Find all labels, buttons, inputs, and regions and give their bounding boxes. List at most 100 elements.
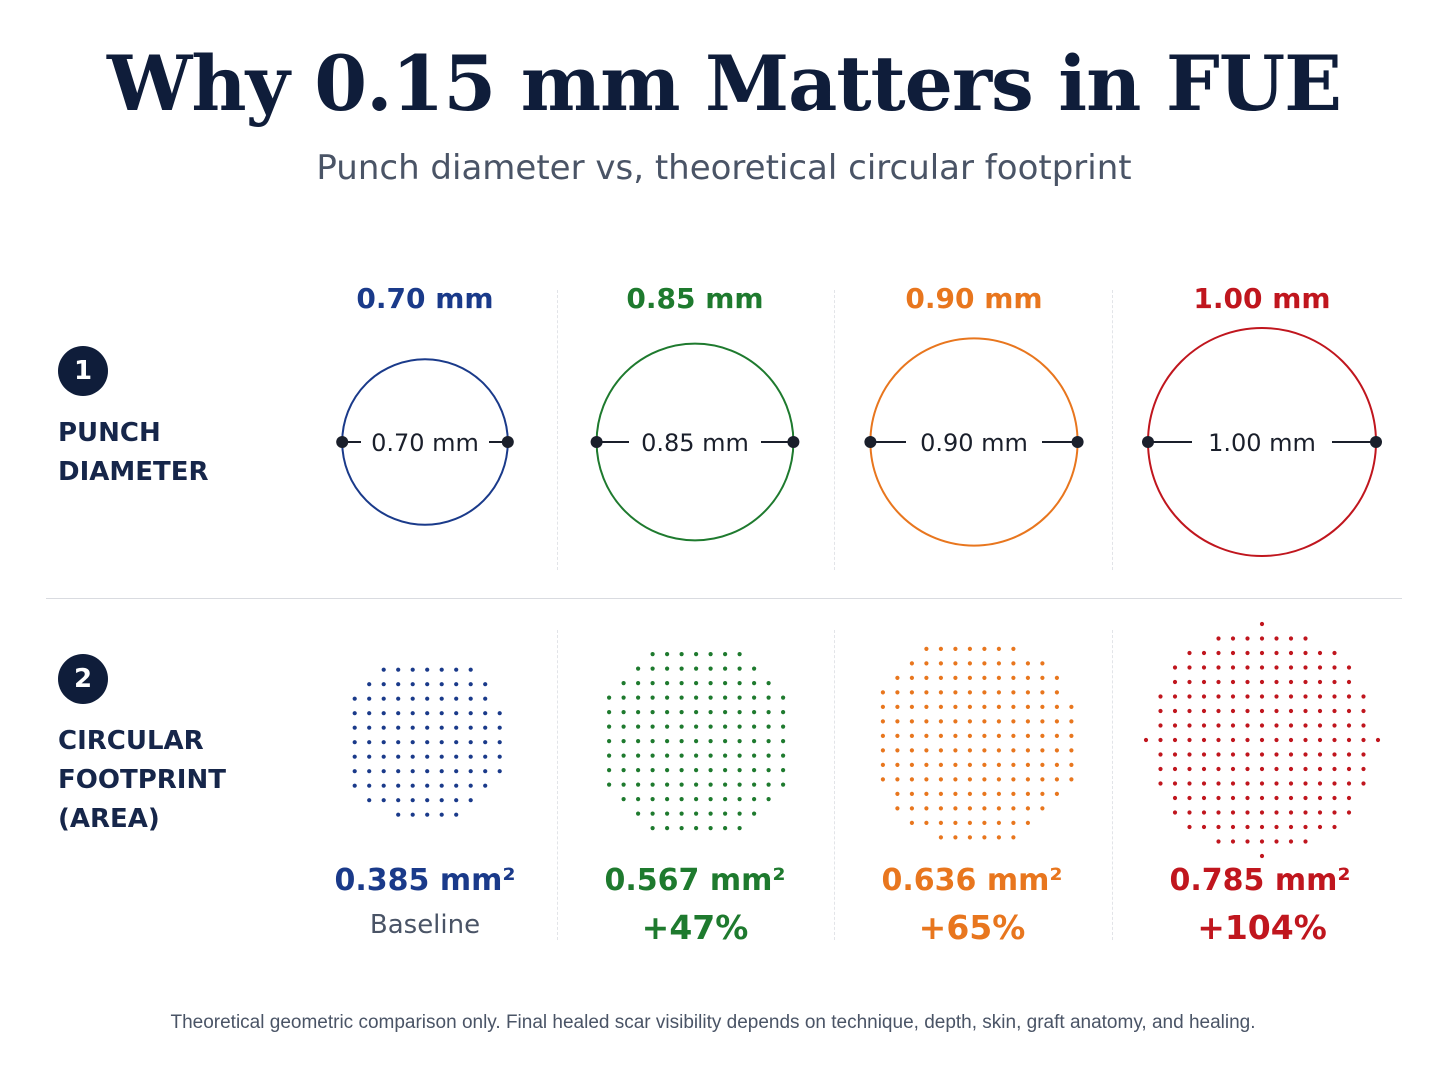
footprint-dot (381, 798, 386, 803)
footprint-dot (1288, 723, 1294, 728)
footprint-dot (924, 777, 929, 782)
footprint-dot (1346, 737, 1352, 743)
footprint-dot (967, 704, 973, 710)
footprint-dot (1274, 665, 1279, 670)
footprint-dot (468, 783, 473, 788)
footprint-dot (367, 754, 372, 759)
footprint-dot (1143, 737, 1149, 743)
footprint-dot (679, 681, 684, 686)
row-title-line: FOOTPRINT (58, 765, 226, 795)
footprint-dot (924, 661, 929, 666)
footprint-dot (766, 753, 771, 758)
footprint-dot (483, 769, 488, 774)
footprint-dot (636, 695, 641, 700)
footprint-dot (982, 762, 987, 768)
footprint-dot (924, 733, 929, 739)
footprint-dot (1187, 737, 1192, 743)
footprint-dot (723, 739, 728, 744)
footprint-dot (439, 798, 444, 803)
footprint-dot (367, 783, 372, 788)
footprint-dot (938, 661, 944, 666)
footprint-dot (650, 652, 655, 657)
footprint-dot (1288, 650, 1294, 656)
column-header-diameter: 0.90 mm (905, 282, 1043, 315)
footprint-dot (938, 646, 944, 652)
diameter-endpoint (864, 436, 877, 448)
footprint-dot (636, 739, 641, 744)
footprint-dot (1011, 748, 1016, 753)
footprint-dot (880, 719, 886, 724)
footprint-dot (996, 762, 1002, 768)
footprint-dot (708, 652, 713, 657)
footprint-dot (996, 820, 1002, 826)
footprint-dot (1274, 723, 1279, 728)
footprint-dot (1040, 762, 1045, 768)
footprint-dot (1158, 737, 1163, 743)
footprint-dot (1274, 636, 1279, 641)
footprint-dot (636, 681, 641, 686)
footprint-dot (468, 711, 473, 716)
footprint-dot (1346, 694, 1352, 699)
footprint-dot (468, 696, 473, 701)
footprint-dot (996, 675, 1002, 681)
footprint-dot (1230, 810, 1236, 815)
footprint-dot (694, 710, 699, 715)
footprint-dot (909, 820, 915, 826)
footprint-dot (909, 675, 915, 681)
footprint-dot (497, 711, 502, 716)
footprint-dot (895, 733, 900, 739)
footprint-dot (410, 769, 415, 774)
footprint-dot (1332, 708, 1337, 714)
footprint-dot (425, 725, 430, 730)
footprint-dot (1332, 824, 1337, 830)
footprint-dot (410, 754, 415, 759)
footprint-dot (1259, 781, 1265, 786)
footprint-dot (1332, 737, 1337, 743)
step-badge-2: 2 (58, 654, 108, 704)
footprint-dot (708, 666, 713, 671)
footprint-dot (752, 768, 757, 773)
footprint-dot (607, 753, 612, 758)
footprint-dot (1011, 675, 1016, 681)
footprint-dot (708, 753, 713, 758)
footprint-dot (1158, 723, 1163, 728)
footprint-dot (607, 695, 612, 700)
footprint-dot (650, 695, 655, 700)
footprint-dot (1230, 737, 1236, 743)
footprint-dot (967, 820, 973, 826)
footprint-dot (665, 666, 670, 671)
footprint-dot (607, 739, 612, 744)
footprint-dot (636, 710, 641, 715)
footprint-dot (1011, 835, 1016, 840)
footprint-dot (1274, 650, 1279, 656)
footprint-dot (1274, 795, 1279, 801)
footprint-dot (1054, 704, 1059, 710)
footprint-dot (425, 667, 430, 672)
diameter-endpoint (336, 436, 349, 448)
column-divider (1112, 630, 1113, 940)
footprint-dot (996, 661, 1002, 666)
footprint-dot (1040, 791, 1045, 797)
footprint-dot (1025, 733, 1030, 739)
footprint-dot (1172, 781, 1178, 786)
footprint-dot (636, 768, 641, 773)
footprint-dot (1172, 810, 1178, 815)
footprint-dot (938, 791, 944, 797)
footprint-dot (909, 806, 915, 811)
footprint-dot (1332, 781, 1337, 786)
diameter-inner-label: 0.90 mm (920, 429, 1028, 457)
footprint-dot (737, 811, 742, 816)
footprint-dot (650, 753, 655, 758)
footprint-dot (1025, 748, 1030, 753)
footprint-dot (1346, 766, 1352, 772)
footprint-dot (1346, 781, 1352, 786)
footprint-dot (636, 724, 641, 729)
footprint-dot (1259, 723, 1265, 728)
footprint-dot (367, 798, 372, 803)
footprint-dot (1216, 839, 1221, 844)
footprint-dot (1025, 806, 1030, 811)
footprint-dot (1201, 824, 1207, 830)
footprint-dot (1040, 690, 1045, 695)
footprint-dot (909, 791, 915, 797)
footprint-dot (1172, 795, 1178, 801)
